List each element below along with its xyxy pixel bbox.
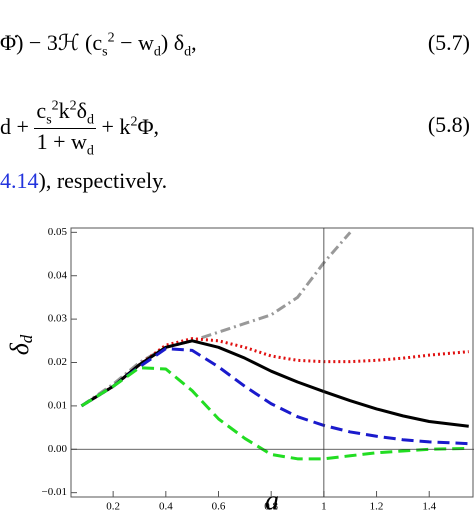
eq-part: 2 [51,98,59,114]
eq-part: 2 [130,114,138,130]
y-tick-label: 0.03 [48,313,68,325]
y-tick-label: 0.04 [48,269,68,281]
eq-part: + k [101,113,131,139]
x-tick-label: 0.8 [264,501,278,513]
numerator: cs2k2δd [34,98,97,130]
series-line [80,366,469,461]
y-tick-label: −0.01 [42,486,67,498]
eq-part: δ [76,98,88,123]
x-tick-label: 1.4 [422,501,436,513]
y-axis-label: δd [5,334,36,355]
text: ), respectively. [38,168,168,193]
eq-part: s [102,44,108,60]
y-tick-label: 0.00 [48,443,68,455]
eq-part: d [184,44,192,60]
eq-part: d [87,112,95,128]
eq-part: Φ̇) − 3ℋ (c [0,30,103,55]
series-line [80,339,469,428]
eq-part: c [36,98,47,123]
denominator: 1 + wd [34,129,96,159]
x-tick-label: 0.4 [159,501,173,513]
fraction: cs2k2δd 1 + wd [34,98,97,160]
x-tick-label: 1 [321,501,327,513]
reference-link[interactable]: 4.14 [0,168,39,193]
y-tick-label: 0.01 [48,399,67,411]
y-tick-label: 0.02 [48,356,67,368]
eq-part: d + [0,113,29,139]
eq-part: 1 + w [36,129,87,155]
series-line [80,347,469,446]
eq-part: d [153,44,161,60]
text-line: 4.14), respectively. [0,168,167,194]
eq-part: 2 [69,98,77,114]
equation-2: d + cs2k2δd 1 + wd + k2Φ, [0,98,159,160]
eq-part: k [58,98,70,123]
x-tick-label: 0.2 [106,501,120,513]
eq-part: − w [114,30,154,55]
eq-part: d [86,143,94,159]
y-label-symbol: δ [5,342,34,355]
y-tick-label: 0.05 [48,226,68,238]
eq-part: ) δ [160,30,185,55]
plot-frame [70,227,474,498]
series-line [80,231,352,408]
x-tick-label: 1.2 [370,501,384,513]
eq-tag: (5.8) [427,112,470,137]
eq-part: , [191,30,197,55]
series-line [80,337,469,408]
eq-part: s [46,112,52,128]
equation-1: Φ̇) − 3ℋ (cs2 − wd) δd, [0,30,197,60]
eq-tag: (5.7) [427,30,470,55]
x-axis-label: a [265,485,279,514]
y-label-sub: d [17,334,36,343]
x-tick-label: 0.6 [212,501,226,513]
eq-part: Φ, [137,113,160,139]
eq-part: 2 [107,30,115,46]
